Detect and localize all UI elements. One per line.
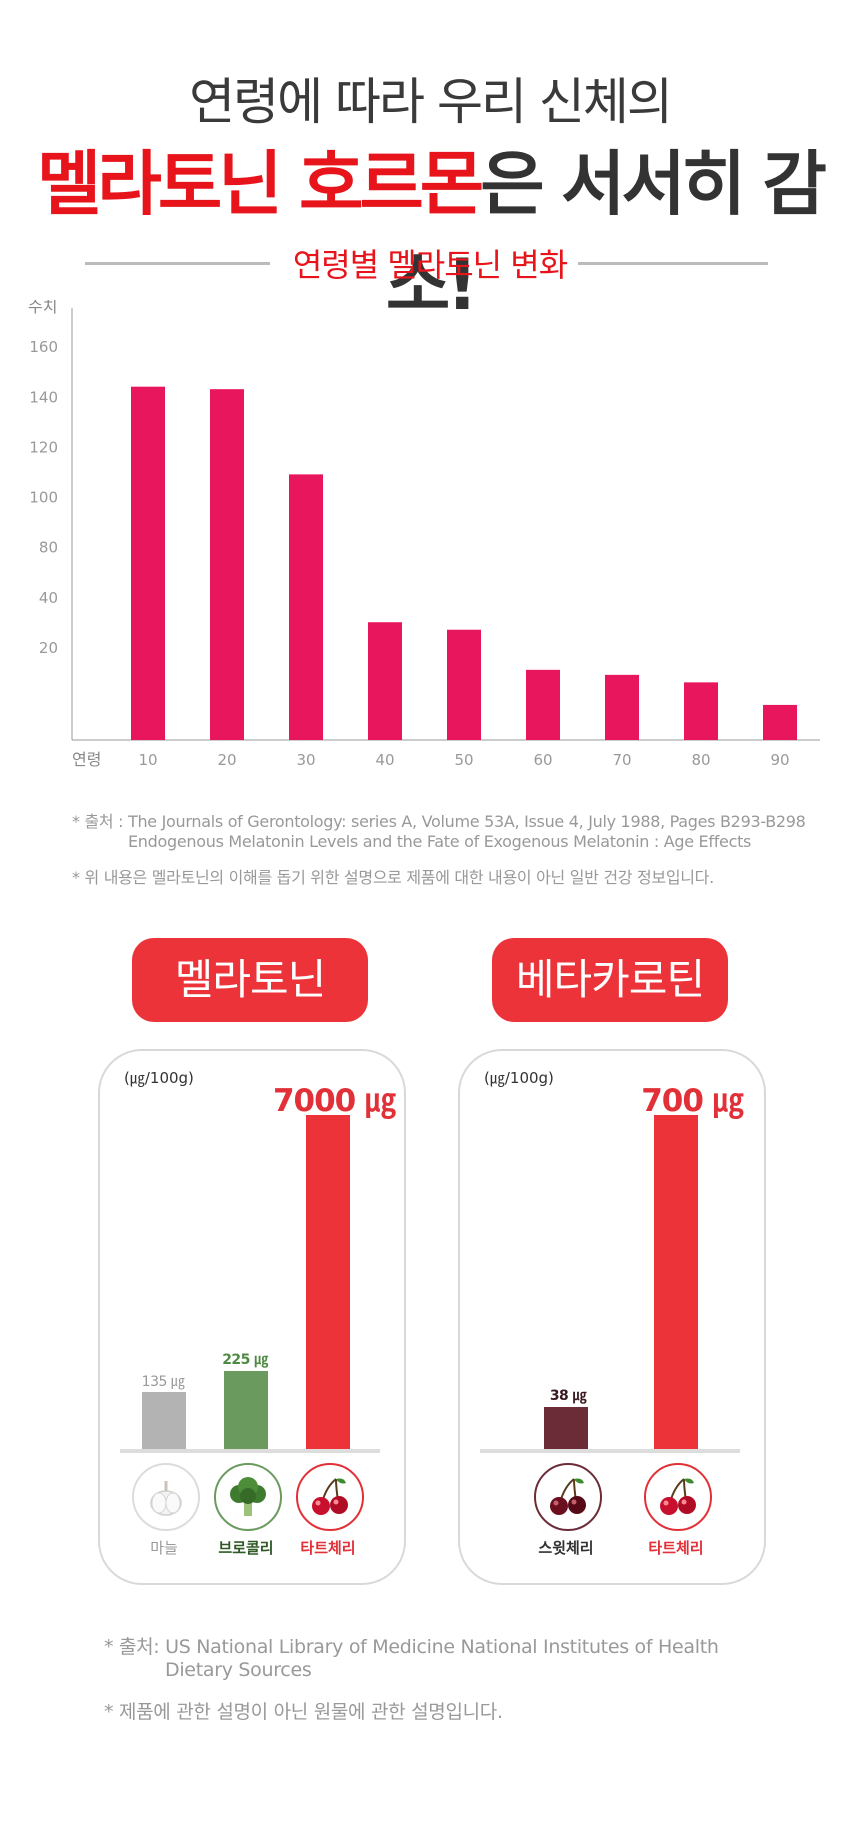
tartcherry-value-label: 7000 ㎍ bbox=[272, 1083, 396, 1119]
tartcherry-caption: 타트체리 bbox=[300, 1539, 356, 1557]
divider-left bbox=[85, 262, 270, 265]
baseline bbox=[120, 1449, 380, 1453]
x-tick-label: 60 bbox=[533, 751, 552, 769]
tartcherry-beta-icon bbox=[644, 1463, 712, 1531]
headline-rest: 은 서서히 감소! bbox=[385, 143, 827, 326]
source-note-2: * 출처: US National Library of Medicine Na… bbox=[104, 1636, 719, 1658]
melatonin-card: (㎍/100g) 135 ㎍ 225 ㎍ 7000 ㎍ bbox=[98, 1049, 406, 1585]
chart-bar bbox=[605, 674, 639, 740]
disclaimer-1: * 위 내용은 멜라토닌의 이해를 돕기 위한 설명으로 제품에 대한 내용이 … bbox=[72, 868, 714, 887]
x-axis-title: 연령 bbox=[72, 750, 101, 769]
y-tick-label: 120 bbox=[29, 438, 58, 456]
garlic-bar bbox=[142, 1392, 186, 1449]
chart-bar bbox=[447, 629, 481, 740]
beta-carotene-pill: 베타카로틴 bbox=[492, 938, 728, 1022]
chart-bar bbox=[289, 474, 323, 740]
divider-right bbox=[578, 262, 768, 265]
unit-label: (㎍/100g) bbox=[484, 1069, 554, 1087]
x-tick-label: 20 bbox=[217, 751, 236, 769]
x-tick-label: 90 bbox=[770, 751, 789, 769]
y-tick-label: 100 bbox=[29, 489, 58, 507]
x-tick-label: 80 bbox=[691, 751, 710, 769]
x-tick-label: 30 bbox=[296, 751, 315, 769]
x-tick-label: 70 bbox=[612, 751, 631, 769]
sweetcherry-value-text: 38 ㎍ bbox=[549, 1388, 587, 1404]
broccoli-caption: 브로콜리 bbox=[218, 1539, 274, 1557]
chart-bar bbox=[763, 704, 797, 740]
unit-label: (㎍/100g) bbox=[124, 1069, 194, 1087]
y-tick-label: 80 bbox=[39, 539, 58, 557]
source-note-1-title: Endogenous Melatonin Levels and the Fate… bbox=[128, 832, 752, 851]
headline-line1: 연령에 따라 우리 신체의 bbox=[189, 73, 673, 131]
y-axis-title: 수치 bbox=[28, 300, 57, 316]
source-note-2-title: Dietary Sources bbox=[165, 1659, 312, 1681]
disclaimer-2: * 제품에 관한 설명이 아닌 원물에 관한 설명입니다. bbox=[104, 1701, 503, 1723]
broccoli-value-text: 225 ㎍ bbox=[222, 1352, 268, 1368]
x-tick-label: 50 bbox=[454, 751, 473, 769]
y-tick-label: 20 bbox=[39, 639, 58, 657]
tartcherry-icon bbox=[296, 1463, 364, 1531]
y-tick-label: 40 bbox=[39, 589, 58, 607]
beta-carotene-card: (㎍/100g) 38 ㎍ 700 ㎍ 스윗체리 타트체리 bbox=[458, 1049, 766, 1585]
broccoli-value-label: 225 ㎍ bbox=[200, 1349, 290, 1369]
sweetcherry-value-label: 38 ㎍ bbox=[518, 1385, 618, 1405]
chart-title: 연령별 멜라토닌 변화 bbox=[292, 246, 568, 284]
tartcherry-beta-bar bbox=[654, 1115, 698, 1449]
chart-bar bbox=[131, 386, 165, 740]
chart-bar bbox=[368, 622, 402, 740]
broccoli-icon bbox=[214, 1463, 282, 1531]
garlic-value-text: 135 ㎍ bbox=[141, 1374, 185, 1390]
chart-bar bbox=[526, 669, 560, 740]
melatonin-pill: 멜라토닌 bbox=[132, 938, 368, 1022]
tartcherry-beta-caption: 타트체리 bbox=[648, 1539, 704, 1557]
headline-highlight: 멜라토닌 호르몬 bbox=[37, 143, 484, 225]
chart-bar bbox=[210, 389, 244, 740]
chart-bar bbox=[684, 682, 718, 740]
garlic-value-label: 135 ㎍ bbox=[118, 1371, 208, 1391]
sweetcherry-caption: 스윗체리 bbox=[538, 1539, 594, 1557]
headline-line2: 멜라토닌 호르몬은 서서히 감소! bbox=[0, 128, 860, 330]
sweetcherry-bar bbox=[544, 1407, 588, 1449]
source-note-1: * 출처 : The Journals of Gerontology: seri… bbox=[72, 812, 806, 831]
x-tick-label: 40 bbox=[375, 751, 394, 769]
tartcherry-beta-value-label: 700 ㎍ bbox=[641, 1083, 744, 1119]
garlic-icon bbox=[132, 1463, 200, 1531]
broccoli-bar bbox=[224, 1371, 268, 1449]
x-tick-label: 10 bbox=[138, 751, 157, 769]
garlic-caption: 마늘 bbox=[150, 1539, 178, 1557]
sweet-cherry-icon bbox=[534, 1463, 602, 1531]
tartcherry-bar bbox=[306, 1115, 350, 1449]
baseline bbox=[480, 1449, 740, 1453]
y-tick-label: 140 bbox=[29, 388, 58, 406]
y-tick-label: 160 bbox=[29, 338, 58, 356]
